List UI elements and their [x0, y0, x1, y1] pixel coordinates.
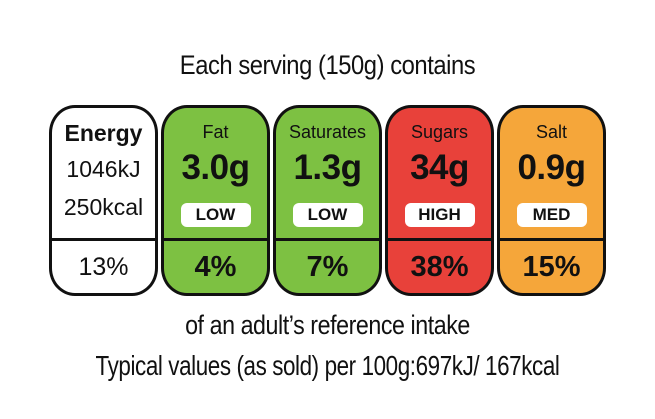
sugars-cell: Sugars 34g HIGH 38% [385, 105, 494, 296]
sugars-amount: 34g [410, 148, 469, 187]
energy-cell: Energy 1046kJ 250kcal 13% [49, 105, 158, 296]
salt-amount: 0.9g [517, 148, 586, 187]
fat-name: Fat [202, 122, 229, 142]
saturates-percent: 7% [306, 251, 349, 283]
energy-upper: Energy 1046kJ 250kcal [52, 108, 155, 241]
fat-amount: 3.0g [181, 148, 250, 187]
sugars-name: Sugars [410, 122, 469, 142]
sugars-lower: 38% [388, 241, 491, 293]
nutrition-label: Energy 1046kJ 250kcal 13% Fat 3.0g LOW 4… [49, 105, 610, 296]
sugars-upper: Sugars 34g HIGH [388, 108, 491, 241]
fat-cell: Fat 3.0g LOW 4% [161, 105, 270, 296]
saturates-level-badge: LOW [292, 203, 363, 227]
saturates-amount: 1.3g [293, 148, 362, 187]
energy-percent: 13% [78, 253, 129, 281]
sugars-percent: 38% [410, 251, 469, 283]
salt-name: Salt [535, 122, 568, 142]
saturates-upper: Saturates 1.3g LOW [276, 108, 379, 241]
serving-heading: Each serving (150g) contains [179, 50, 476, 80]
fat-lower: 4% [164, 241, 267, 293]
salt-level-badge: MED [516, 203, 587, 227]
salt-lower: 15% [500, 241, 603, 293]
reference-intake-text: of an adult’s reference intake [185, 310, 470, 340]
energy-kj: 1046kJ [66, 156, 141, 182]
salt-upper: Salt 0.9g MED [500, 108, 603, 241]
saturates-lower: 7% [276, 241, 379, 293]
energy-kcal: 250kcal [63, 194, 144, 220]
saturates-cell: Saturates 1.3g LOW 7% [273, 105, 382, 296]
saturates-name: Saturates [288, 122, 367, 142]
energy-title: Energy [64, 120, 143, 146]
energy-lower: 13% [52, 241, 155, 293]
fat-percent: 4% [194, 251, 237, 283]
fat-upper: Fat 3.0g LOW [164, 108, 267, 241]
salt-cell: Salt 0.9g MED 15% [497, 105, 606, 296]
salt-percent: 15% [522, 251, 581, 283]
sugars-level-badge: HIGH [404, 203, 475, 227]
fat-level-badge: LOW [180, 203, 251, 227]
typical-values-text: Typical values (as sold) per 100g:697kJ/… [95, 350, 560, 381]
